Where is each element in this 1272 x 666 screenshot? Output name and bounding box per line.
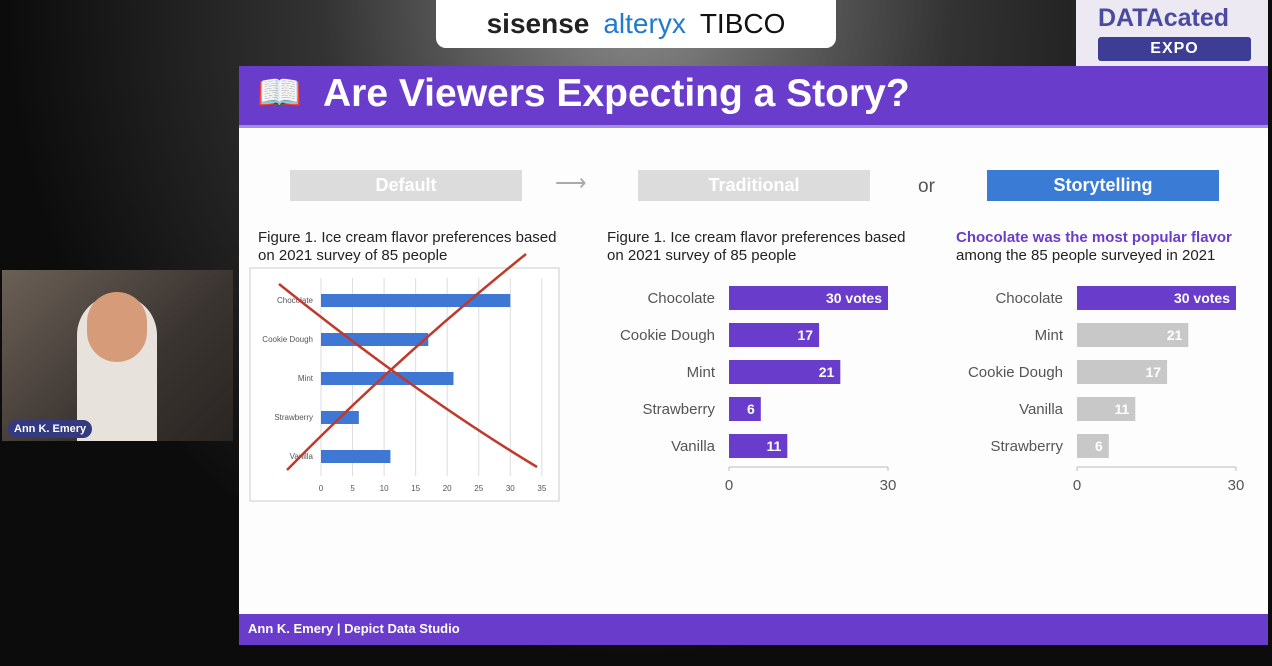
- alteryx-logo: alteryx: [603, 8, 686, 39]
- traditional-chart-title: Figure 1. Ice cream flavor preferences b…: [607, 229, 906, 264]
- or-label: or: [918, 176, 935, 197]
- cross-line: [286, 253, 527, 471]
- data-label: 6: [747, 401, 755, 417]
- story-title-highlight: Chocolate was the most popular flavor: [956, 229, 1232, 246]
- category-label: Mint: [298, 374, 314, 383]
- event-badge: EXPO: [1098, 37, 1251, 61]
- sisense-logo: sisense: [486, 8, 590, 39]
- default-chart-title: Figure 1. Ice cream flavor preferences b…: [258, 229, 557, 264]
- bar: [321, 333, 429, 346]
- open-book-icon: 📖: [257, 72, 302, 113]
- slide: 📖 Are Viewers Expecting a Story? Default…: [239, 66, 1268, 645]
- event-logo: DATAcated EXPO: [1076, 0, 1268, 74]
- bar: [321, 450, 391, 463]
- bar: [1077, 434, 1109, 458]
- data-label: 21: [1167, 327, 1183, 343]
- participant-name: Ann K. Emery: [8, 420, 93, 438]
- category-label: Chocolate: [277, 296, 314, 305]
- bar: [729, 286, 888, 310]
- bar: [321, 372, 454, 385]
- x-tick-label: 35: [537, 484, 546, 493]
- bar: [729, 323, 820, 347]
- bar: [1077, 286, 1236, 310]
- cross-line: [278, 283, 538, 469]
- slide-footer: Ann K. Emery | Depict Data Studio: [239, 614, 1268, 645]
- bar: [729, 360, 841, 384]
- arrow-right-icon: ⟶: [555, 170, 587, 195]
- bar: [1077, 397, 1136, 421]
- data-label: 30 votes: [826, 290, 882, 306]
- x-tick-label: 20: [443, 484, 452, 493]
- category-label: Strawberry: [990, 438, 1063, 455]
- sponsor-banner: sisense alteryx TIBCO: [436, 0, 836, 48]
- category-label: Chocolate: [995, 290, 1063, 307]
- step-traditional: Traditional: [638, 170, 870, 201]
- x-tick-label: 30: [880, 477, 897, 494]
- event-name: DATAcated: [1098, 4, 1230, 32]
- speaker-face: [87, 292, 147, 362]
- bar: [729, 397, 761, 421]
- x-tick-label: 0: [319, 484, 324, 493]
- data-label: 11: [1114, 401, 1129, 417]
- data-label: 17: [1146, 364, 1162, 380]
- slide-title: Are Viewers Expecting a Story?: [323, 72, 910, 115]
- tibco-logo: TIBCO: [699, 8, 786, 39]
- webcam-video: Ann K. Emery: [2, 270, 233, 441]
- category-label: Strawberry: [642, 401, 715, 418]
- category-label: Vanilla: [671, 438, 716, 455]
- category-label: Mint: [1035, 327, 1064, 344]
- x-tick-label: 5: [350, 484, 355, 493]
- data-label: 21: [819, 364, 835, 380]
- data-label: 11: [766, 438, 781, 454]
- x-tick-label: 30: [506, 484, 515, 493]
- story-title-rest: among the 85 people surveyed in 2021: [956, 247, 1216, 264]
- x-tick-label: 10: [380, 484, 389, 493]
- story-chart-title: Chocolate was the most popular flavor amo…: [956, 229, 1268, 265]
- bar: [1077, 323, 1189, 347]
- charts-canvas: 0 5 10 15 20 25 30 35 Chocolate Cookie Dough Mint S…: [249, 253, 1245, 502]
- data-label: 6: [1095, 438, 1103, 454]
- data-label: 30 votes: [1174, 290, 1230, 306]
- category-label: Chocolate: [647, 290, 715, 307]
- x-tick-label: 25: [474, 484, 483, 493]
- bar: [729, 434, 788, 458]
- x-tick-label: 15: [411, 484, 420, 493]
- category-label: Mint: [687, 364, 716, 381]
- category-label: Strawberry: [274, 413, 313, 422]
- category-label: Cookie Dough: [262, 335, 313, 344]
- category-label: Cookie Dough: [620, 327, 715, 344]
- category-label: Cookie Dough: [968, 364, 1063, 381]
- bar: [1077, 360, 1168, 384]
- x-tick-label: 0: [1073, 477, 1081, 494]
- slide-header: 📖 Are Viewers Expecting a Story?: [239, 66, 1268, 128]
- x-tick-label: 0: [725, 477, 733, 494]
- category-label: Vanilla: [1019, 401, 1064, 418]
- step-default: Default: [290, 170, 522, 201]
- x-tick-label: 30: [1228, 477, 1245, 494]
- bar: [321, 294, 511, 307]
- step-storytelling: Storytelling: [987, 170, 1219, 201]
- data-label: 17: [798, 327, 814, 343]
